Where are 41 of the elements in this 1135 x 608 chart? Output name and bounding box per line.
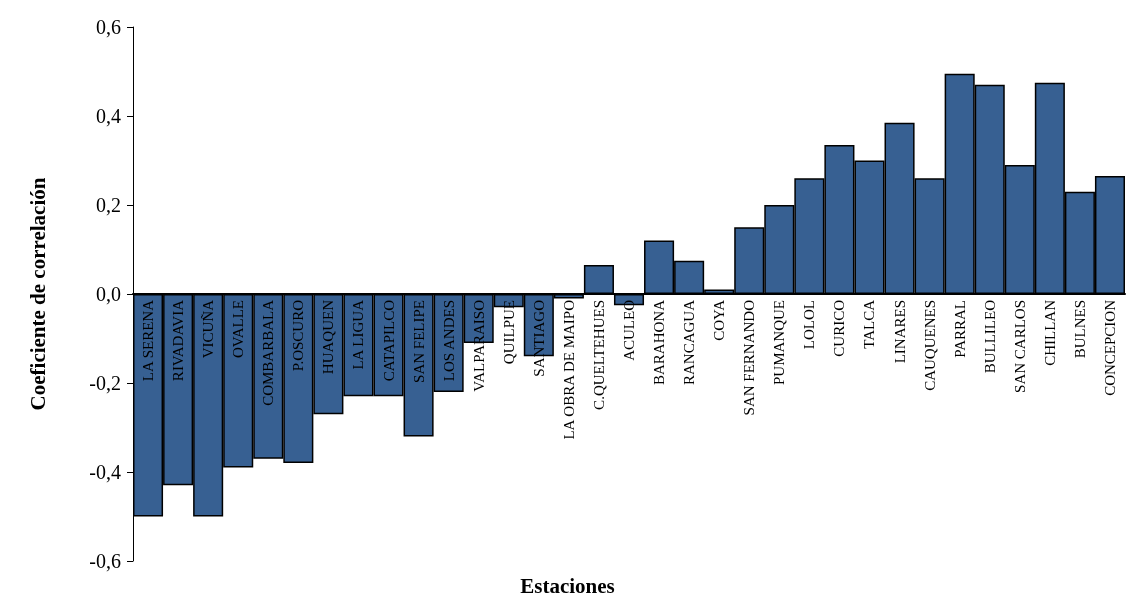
x-tick-label: PARRAL <box>951 300 968 358</box>
x-tick-label: BULLILEO <box>981 299 998 374</box>
x-tick-label: TALCA <box>861 299 878 349</box>
y-tick-label: 0,0 <box>96 283 121 305</box>
x-tick-label: RIVADAVIA <box>170 299 187 382</box>
x-tick-label: LA SERENA <box>140 299 157 382</box>
x-tick-label: SANTIAGO <box>530 299 547 377</box>
x-tick-label: LA OBRA DE MAIPO <box>560 299 577 440</box>
x-tick-label: LA LIGUA <box>350 299 367 370</box>
y-tick-label: 0,2 <box>96 194 121 216</box>
x-tick-label: PUMANQUE <box>771 300 788 386</box>
x-tick-label: VALPARAISO <box>470 299 487 392</box>
x-tick-label: RANCAGUA <box>681 299 698 386</box>
x-tick-label: CHILLAN <box>1041 299 1058 366</box>
y-axis-title: Coeficiente de correlación <box>25 177 50 411</box>
x-tick-label: C.QUELTEHUES <box>590 300 607 410</box>
x-tick-label: BULNES <box>1071 300 1088 359</box>
y-tick-label: -0,6 <box>89 550 121 572</box>
x-tick-label: OVALLE <box>230 300 247 359</box>
x-tick-label: SAN FELIPE <box>410 300 427 383</box>
x-tick-label: LINARES <box>891 300 908 364</box>
x-tick-label: LOS ANDES <box>440 300 457 382</box>
y-tick-label: -0,2 <box>89 372 121 394</box>
x-tick-label: COYA <box>711 299 728 341</box>
x-tick-label: CURICO <box>831 299 848 357</box>
y-tick-label: 0,6 <box>96 16 121 38</box>
y-tick-label: 0,4 <box>96 105 121 127</box>
x-tick-label: HUAQUEN <box>320 299 337 375</box>
x-tick-label: CATAPILCO <box>380 299 397 382</box>
x-tick-label: LOLOL <box>801 300 818 350</box>
y-tick-label: -0,4 <box>89 461 121 483</box>
x-tick-label: VICUÑA <box>200 299 217 359</box>
x-tick-label: P.OSCURO <box>290 299 307 372</box>
x-tick-label: ACULEO <box>621 299 637 361</box>
x-tick-label: CONCEPCION <box>1101 299 1118 396</box>
x-tick-label: CAUQUENES <box>921 300 938 391</box>
x-tick-label: SAN CARLOS <box>1011 300 1028 393</box>
x-axis-title: Estaciones <box>520 573 615 598</box>
x-tick-label: SAN FERNANDO <box>741 299 758 416</box>
x-tick-label: BARAHONA <box>651 299 668 386</box>
x-tick-label: COMBARBALA <box>260 299 277 406</box>
